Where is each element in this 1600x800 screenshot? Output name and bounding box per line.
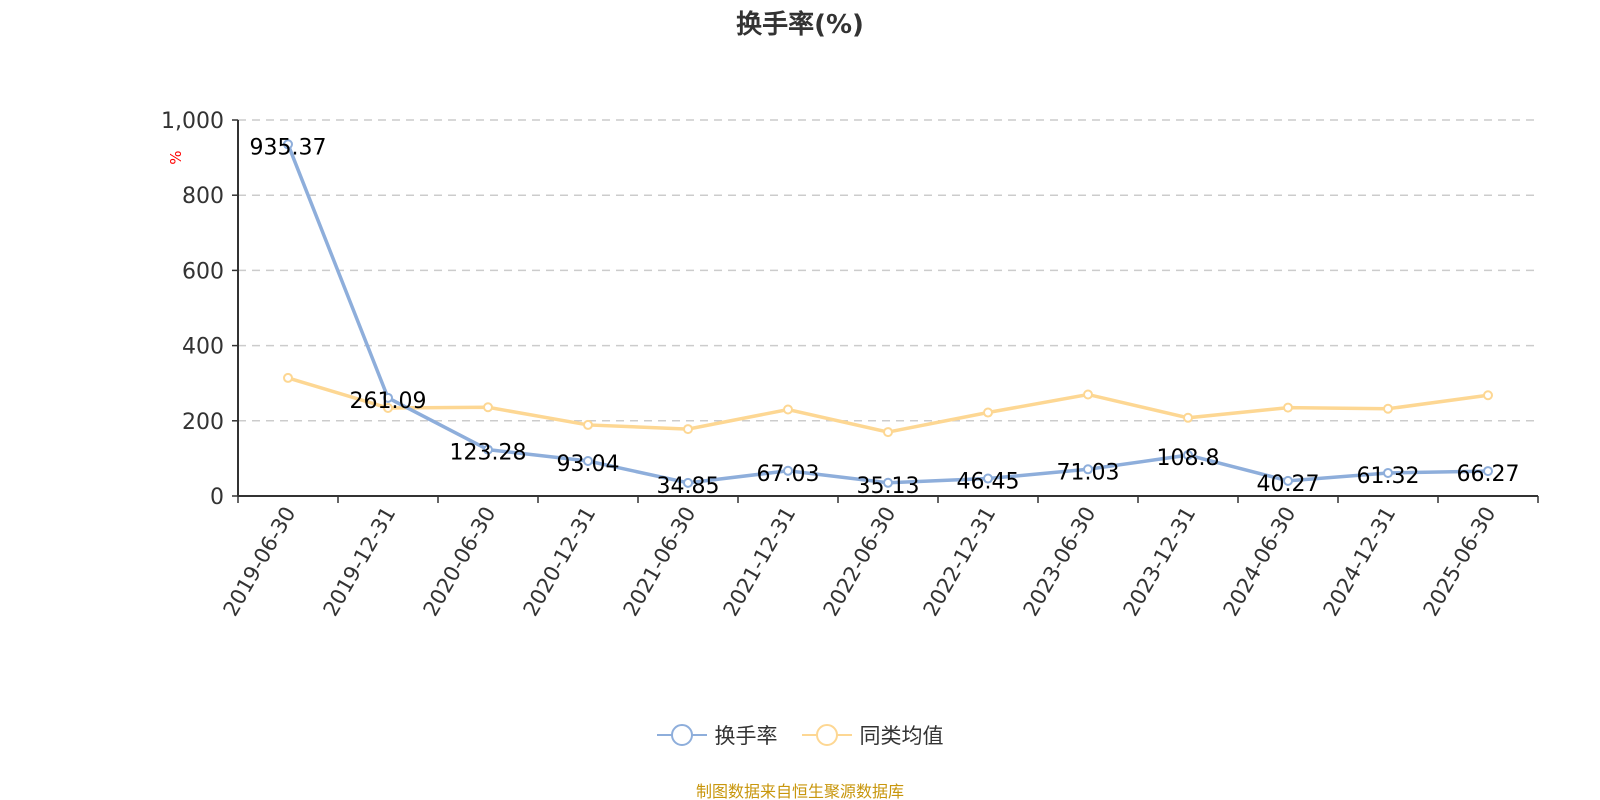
- data-point: [883, 477, 893, 488]
- y-tick-label: 800: [182, 184, 224, 209]
- data-point: [1083, 389, 1093, 400]
- data-point: [1283, 402, 1293, 413]
- x-tick-label: 2020-12-31: [519, 503, 601, 621]
- data-point: [1383, 467, 1393, 478]
- data-label: 34.85: [657, 474, 720, 499]
- data-point: [1283, 475, 1293, 486]
- y-tick-label: 200: [182, 410, 224, 435]
- legend-item-peer-average[interactable]: 同类均值: [801, 720, 944, 750]
- data-label: 61.32: [1357, 464, 1420, 489]
- x-tick-label: 2020-06-30: [419, 503, 501, 621]
- data-label: 108.8: [1157, 446, 1220, 471]
- legend-item-turnover[interactable]: 换手率: [656, 720, 778, 750]
- data-point: [783, 404, 793, 415]
- chart-title: 换手率(%): [736, 10, 864, 40]
- data-label: 40.27: [1257, 472, 1320, 497]
- data-label: 123.28: [450, 441, 527, 466]
- data-point: [883, 427, 893, 438]
- data-label: 66.27: [1457, 462, 1520, 487]
- y-tick-label: 600: [182, 259, 224, 284]
- data-point: [583, 456, 593, 467]
- data-label: 67.03: [757, 462, 820, 487]
- data-label: 35.13: [857, 474, 920, 499]
- data-point: [983, 473, 993, 484]
- data-point: [1083, 464, 1093, 475]
- y-tick-label: 400: [182, 335, 224, 360]
- data-point: [583, 419, 593, 430]
- data-label: 935.37: [250, 135, 327, 160]
- x-tick-label: 2022-12-31: [919, 503, 1001, 621]
- data-point: [1183, 412, 1193, 423]
- x-tick-label: 2021-06-30: [619, 503, 701, 621]
- x-tick-label: 2019-06-30: [219, 503, 301, 621]
- data-point: [983, 407, 993, 418]
- x-tick-label: 2023-12-31: [1119, 503, 1201, 621]
- x-tick-label: 2024-06-30: [1219, 503, 1301, 621]
- data-label: 71.03: [1057, 460, 1120, 485]
- series-line-1: [287, 376, 1489, 434]
- x-tick-label: 2025-06-30: [1419, 503, 1501, 621]
- data-point: [383, 392, 393, 403]
- legend: 换手率 同类均值: [0, 720, 1600, 750]
- y-axis-unit: %: [167, 150, 185, 164]
- y-tick-label: 1,000: [161, 109, 224, 134]
- data-label: 46.45: [957, 470, 1020, 495]
- data-point: [483, 444, 493, 455]
- data-point: [1483, 390, 1493, 401]
- y-tick-label: 0: [210, 485, 224, 510]
- legend-marker-icon: [656, 724, 707, 746]
- data-label: 261.09: [350, 389, 427, 414]
- legend-label: 同类均值: [859, 724, 944, 748]
- data-point: [283, 139, 293, 150]
- legend-marker-icon: [801, 724, 852, 746]
- legend-label: 换手率: [714, 724, 778, 748]
- x-tick-label: 2024-12-31: [1319, 503, 1401, 621]
- data-point: [683, 424, 693, 435]
- x-tick-label: 2021-12-31: [719, 503, 801, 621]
- data-point: [483, 402, 493, 413]
- data-point: [383, 403, 393, 414]
- data-point: [783, 465, 793, 476]
- data-point: [683, 477, 693, 488]
- data-label: 93.04: [557, 452, 620, 477]
- data-point: [1483, 466, 1493, 477]
- data-point: [1383, 403, 1393, 414]
- data-source-note: 制图数据来自恒生聚源数据库: [695, 782, 904, 800]
- x-tick-label: 2019-12-31: [319, 503, 401, 621]
- data-point: [1183, 450, 1193, 461]
- data-point: [283, 372, 293, 383]
- x-tick-label: 2022-06-30: [819, 503, 901, 621]
- x-tick-label: 2023-06-30: [1019, 503, 1101, 621]
